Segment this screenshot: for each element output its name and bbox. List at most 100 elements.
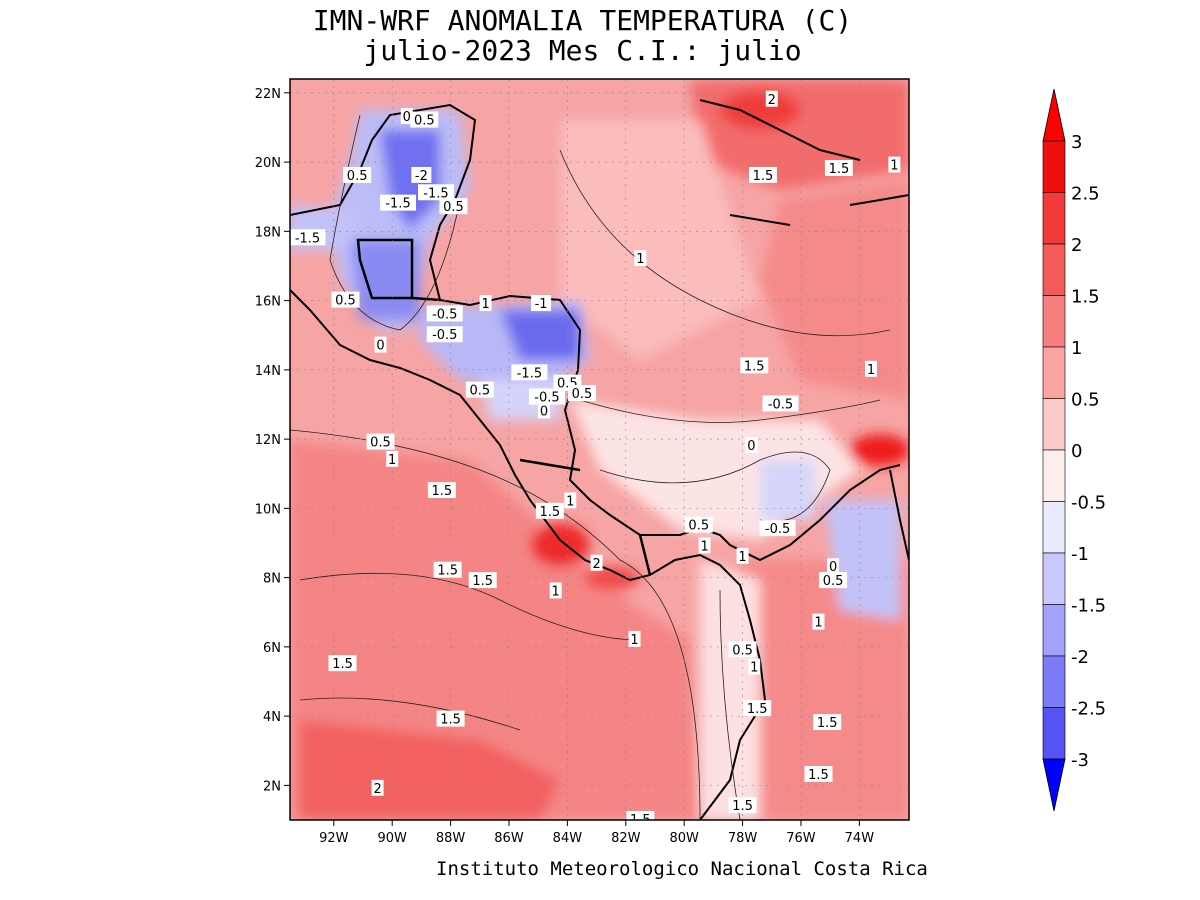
lat-tick-label: 18N bbox=[255, 225, 281, 240]
contour-label: 0.5 bbox=[335, 294, 356, 309]
field-pacific-max bbox=[300, 720, 560, 820]
contour-label-bg bbox=[759, 520, 796, 537]
contour-line bbox=[290, 429, 701, 820]
map-subtitle: julio-2023 Mes C.I.: julio bbox=[363, 34, 802, 67]
contour-label-bg bbox=[535, 502, 564, 519]
lon-tick-label: 90W bbox=[377, 831, 407, 846]
contour-label: 1 bbox=[388, 453, 396, 468]
latitude-axis: 22N 20N 18N 16N 14N 12N 10N 8N 6N 4N 2N bbox=[255, 87, 290, 794]
field-hotspot-osa bbox=[530, 523, 590, 567]
contour-line bbox=[599, 451, 831, 522]
contour-label-bg bbox=[417, 184, 454, 201]
contour-label: 1.5 bbox=[540, 505, 561, 520]
lat-tick-label: 20N bbox=[255, 156, 281, 171]
contour-label: -0.5 bbox=[765, 522, 790, 537]
contour-label: -1.5 bbox=[423, 186, 448, 201]
contour-label-bg bbox=[343, 166, 372, 183]
colorbar-segment bbox=[1042, 449, 1066, 502]
lat-tick-label: 22N bbox=[255, 87, 281, 102]
contour-label-bg bbox=[745, 437, 758, 454]
contour-label-bg bbox=[743, 700, 772, 717]
contour-label-bg bbox=[410, 111, 439, 128]
contour-label: 0.5 bbox=[732, 643, 753, 658]
lat-tick-label: 8N bbox=[263, 572, 281, 587]
contour-label-bg bbox=[626, 811, 655, 820]
contour-label-bg bbox=[813, 714, 842, 731]
field-central-light bbox=[560, 120, 760, 360]
contour-label: -0.5 bbox=[534, 391, 559, 406]
contour-label-bg bbox=[386, 450, 399, 467]
footer-credit: Instituto Meteorologico Nacional Costa R… bbox=[436, 858, 928, 880]
contour-label: 1 bbox=[700, 539, 708, 554]
contour-label: 0 bbox=[376, 339, 384, 354]
colorbar-segment bbox=[1042, 655, 1066, 708]
lat-tick-label: 14N bbox=[255, 364, 281, 379]
contour-label: 1.5 bbox=[431, 484, 452, 499]
contour-label: 1 bbox=[750, 661, 758, 676]
contour-label-bg bbox=[765, 90, 778, 107]
colorbar-label: 2 bbox=[1071, 235, 1082, 256]
contour-label: 1.5 bbox=[744, 359, 765, 374]
contour-label: 1 bbox=[566, 494, 574, 509]
contour-label-bg bbox=[736, 547, 749, 564]
contour-label: 2 bbox=[373, 782, 381, 797]
field-cold-guatemala bbox=[350, 240, 420, 320]
contour-label-bg bbox=[528, 388, 565, 405]
coastline-venezuela bbox=[889, 469, 909, 561]
contour-label: -1.5 bbox=[295, 231, 320, 246]
contour-label: 1.5 bbox=[630, 813, 651, 828]
contour-label-bg bbox=[538, 402, 551, 419]
contour-label-bg bbox=[762, 395, 799, 412]
contour-label: 0.5 bbox=[469, 384, 490, 399]
lon-tick-label: 82W bbox=[611, 831, 641, 846]
contour-label: 0.5 bbox=[443, 200, 464, 215]
contour-label: 1.5 bbox=[817, 716, 838, 731]
colorbar-label: 2.5 bbox=[1071, 184, 1100, 205]
colorbar-segment bbox=[1042, 398, 1066, 451]
lat-tick-label: 10N bbox=[255, 502, 281, 517]
contour-label-bg bbox=[564, 492, 577, 509]
colorbar-segment bbox=[1042, 552, 1066, 605]
lon-tick-label: 78W bbox=[728, 831, 758, 846]
contour-label: 1.5 bbox=[440, 713, 461, 728]
plot-frame bbox=[289, 78, 910, 821]
contour-label-bg bbox=[531, 295, 552, 312]
lon-tick-label: 92W bbox=[319, 831, 349, 846]
contour-label: 1.5 bbox=[829, 162, 850, 177]
map-title: IMN-WRF ANOMALIA TEMPERATURA (C) bbox=[312, 4, 853, 37]
contour-line bbox=[299, 572, 641, 641]
contour-label: 0 bbox=[829, 560, 837, 575]
contour-label: 1 bbox=[867, 363, 875, 378]
lat-tick-label: 12N bbox=[255, 433, 281, 448]
contour-label-bg bbox=[684, 516, 713, 533]
contour-label-bg bbox=[433, 561, 462, 578]
contour-label-bg bbox=[549, 582, 562, 599]
contour-label: 1 bbox=[481, 297, 489, 312]
colorbar: 3 2.5 2 1.5 1 0.5 0 -0.5 -1 -1.5 -2 -2.5 -3 bbox=[1042, 88, 1106, 812]
colorbar-segment bbox=[1042, 295, 1066, 348]
contour-label: 0.5 bbox=[370, 436, 391, 451]
contour-label-bg bbox=[436, 710, 465, 727]
contour-label: -1.5 bbox=[517, 366, 542, 381]
contour-label-bg bbox=[427, 482, 456, 499]
contour-label-bg bbox=[749, 166, 778, 183]
lat-tick-label: 6N bbox=[263, 641, 281, 656]
colorbar-label: -0.5 bbox=[1071, 493, 1106, 514]
colorbar-label: 3 bbox=[1071, 132, 1082, 153]
contour-label: -0.5 bbox=[768, 397, 793, 412]
colorbar-top-arrow bbox=[1042, 88, 1066, 142]
border-costa-rica-panama bbox=[638, 534, 652, 576]
field-pacific-light bbox=[700, 560, 760, 820]
contour-label-bg bbox=[628, 630, 641, 647]
colorbar-label: -2 bbox=[1071, 647, 1089, 668]
contour-line bbox=[579, 399, 881, 423]
coastline-hispaniola bbox=[849, 194, 909, 206]
contour-label-bg bbox=[567, 385, 596, 402]
contour-label-bg bbox=[380, 194, 417, 211]
contour-label-bg bbox=[812, 613, 825, 630]
contour-label-bg bbox=[439, 198, 468, 215]
field-hotspot-guajira bbox=[850, 434, 909, 466]
lon-tick-label: 80W bbox=[669, 831, 699, 846]
contour-label-bg bbox=[426, 305, 463, 322]
